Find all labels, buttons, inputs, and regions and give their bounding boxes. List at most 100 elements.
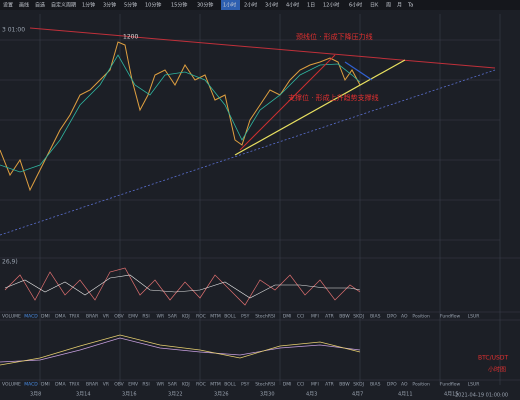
indicator-tab[interactable]: TRIX (68, 382, 79, 388)
toolbar-item[interactable]: 5分钟 (124, 2, 137, 9)
indicator-tab[interactable]: MACD (24, 314, 38, 320)
side-note: 小时图 (488, 366, 506, 374)
indicator-tab[interactable]: MFI (311, 314, 319, 320)
indicator-tab[interactable]: EMV (128, 382, 139, 388)
indicator-tab[interactable]: BIAS (370, 382, 380, 388)
toolbar-item[interactable]: 月 (397, 3, 402, 9)
toolbar-item[interactable]: 10分钟 (145, 2, 161, 9)
indicator-tab[interactable]: ATR (325, 314, 334, 320)
indicator-tab[interactable]: AO (401, 382, 408, 388)
indicator-tab[interactable]: Fundflow (440, 382, 460, 388)
resistance-line (29, 27, 496, 69)
toolbar-item[interactable]: 15分钟 (171, 2, 187, 9)
annotation: 支撑位 · 形成上升趋势支撑线 (288, 93, 379, 102)
indicator-tab[interactable]: BBW (339, 382, 350, 388)
date-label: 4月3 (306, 392, 317, 398)
indicator-tab[interactable]: DMI (283, 314, 292, 320)
indicator-tab[interactable]: SKDJ (353, 314, 364, 320)
toolbar-item[interactable]: 12小时 (323, 2, 339, 9)
toolbar-item[interactable]: 日K (370, 3, 379, 9)
indicator-tab[interactable]: KDJ (182, 314, 190, 320)
indicator-tab[interactable]: BRAR (86, 382, 98, 388)
indicator-tab[interactable]: DMI (283, 382, 292, 388)
date-label: 4月15 (444, 392, 459, 398)
toolbar-item[interactable]: 4小时 (286, 2, 299, 9)
indicator-tab[interactable]: CCI (297, 314, 305, 320)
date-label: 3月16 (122, 392, 137, 398)
indicator-tab[interactable]: BOLL (224, 314, 236, 320)
indicator-tab[interactable]: DMI (41, 382, 50, 388)
indicator-tab[interactable]: LSUR (468, 382, 480, 388)
toolbar-item[interactable]: 3分钟 (103, 2, 116, 9)
toolbar-item[interactable]: 6小时 (349, 2, 362, 9)
date-label: 3月8 (30, 392, 41, 398)
indicator-tab[interactable]: SAR (168, 382, 177, 388)
indicator-tab[interactable]: StochRSI (255, 314, 275, 320)
rise-line (239, 54, 336, 151)
indicator-tab[interactable]: DMI (41, 314, 50, 320)
peak-label: 1200 (123, 34, 138, 41)
toolbar-item[interactable]: 1分钟 (82, 2, 95, 9)
indicator-tab[interactable]: MTM (210, 382, 221, 388)
indicator-tab[interactable]: EMV (128, 314, 139, 320)
indicator-tab[interactable]: PSY (241, 314, 250, 320)
support-line (234, 59, 406, 156)
indicator-tab[interactable]: BOLL (224, 382, 236, 388)
side-note: BTC/USDT (478, 355, 508, 362)
toolbar-item[interactable]: 1日 (307, 3, 315, 9)
indicator-tab[interactable]: WR (157, 382, 165, 388)
indicator-tab[interactable]: ATR (325, 382, 334, 388)
toolbar-item[interactable]: 30分钟 (197, 2, 213, 9)
neck-line (344, 61, 373, 81)
indicator-tab[interactable]: DPO (387, 314, 397, 320)
indicator-tab[interactable]: VR (103, 314, 109, 320)
toolbar-item[interactable]: 自选 (35, 2, 45, 9)
indicator-tab[interactable]: WR (157, 314, 165, 320)
indicator-tab[interactable]: BRAR (86, 314, 98, 320)
indicator-tab[interactable]: TRIX (68, 314, 79, 320)
indicator-tab[interactable]: ROC (196, 382, 206, 388)
oscillator-signal (4, 274, 361, 299)
indicator-tab[interactable]: Position (412, 382, 430, 388)
indicator-tab[interactable]: OBV (114, 382, 124, 388)
indicator-tab[interactable]: StochRSI (255, 382, 275, 388)
toolbar-item[interactable]: 2小时 (244, 2, 257, 9)
indicator-tab[interactable]: MFI (311, 382, 319, 388)
indicator-tab[interactable]: MACD (24, 382, 38, 388)
date-label: 3月26 (214, 392, 229, 398)
indicator-tab[interactable]: OBV (114, 314, 124, 320)
long-trend-line (0, 69, 496, 236)
toolbar-item[interactable]: 周 (386, 3, 391, 9)
indicator-tab[interactable]: SAR (168, 314, 177, 320)
indicator-tab[interactable]: PSY (241, 382, 250, 388)
indicator-tab[interactable]: KDJ (182, 382, 190, 388)
oscillator (4, 267, 361, 306)
toolbar-item[interactable]: 3小时 (265, 2, 278, 9)
indicator-tab[interactable]: VOLUME (2, 314, 21, 320)
indicator-tab[interactable]: VOLUME (2, 382, 21, 388)
ma-trace (0, 54, 361, 173)
indicator-tab[interactable]: AO (401, 314, 408, 320)
toolbar-item[interactable]: 自定义周期 (51, 2, 76, 9)
indicator-tab[interactable]: Position (412, 314, 430, 320)
indicator-tab[interactable]: BIAS (370, 314, 380, 320)
indicator-tab[interactable]: DPO (387, 382, 397, 388)
date-label: 3月30 (260, 392, 275, 398)
indicator-tab[interactable]: RSI (142, 314, 149, 320)
indicator-tab[interactable]: MTM (210, 314, 221, 320)
indicator-tab[interactable]: ROC (196, 314, 206, 320)
toolbar-item[interactable]: 画线 (19, 2, 29, 9)
indicator-tab[interactable]: LSUR (468, 314, 480, 320)
indicator-tab[interactable]: DMA (55, 314, 66, 320)
indicator-tab[interactable]: VR (103, 382, 109, 388)
toolbar-item[interactable]: 设置 (3, 2, 13, 9)
indicator-tab[interactable]: CCI (297, 382, 305, 388)
indicator-tab[interactable]: BBW (339, 314, 350, 320)
toolbar-item[interactable]: 1小时 (223, 2, 236, 9)
toolbar-item[interactable]: Ta (407, 3, 413, 9)
indicator-tab[interactable]: Fundflow (440, 314, 460, 320)
indicator-tab[interactable]: DMA (55, 382, 66, 388)
date-label: 4月7 (352, 392, 363, 398)
indicator-tab[interactable]: RSI (142, 382, 149, 388)
indicator-tab[interactable]: SKDJ (353, 382, 364, 388)
